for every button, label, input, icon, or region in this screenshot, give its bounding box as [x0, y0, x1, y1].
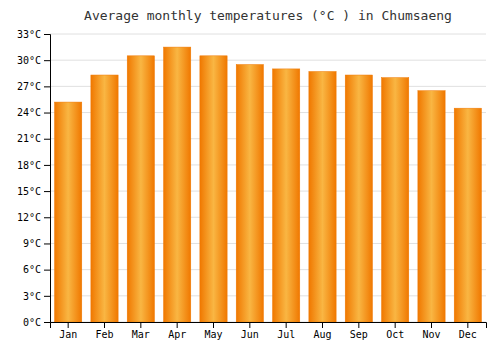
x-tick-mark — [140, 322, 141, 328]
y-tick-label: 9°C — [23, 238, 41, 249]
chart: 0°C 3°C 6°C 9°C 12°C 15°C 18°C 21°C 24°C 27°C 30°C… — [0, 0, 500, 350]
x-tick: Dec — [459, 322, 477, 340]
bar — [273, 69, 300, 322]
y-tick-mark — [44, 34, 50, 35]
y-tick: 24°C — [17, 107, 50, 118]
x-tick-mark — [467, 322, 468, 328]
x-tick: Aug — [313, 322, 331, 340]
x-axis-line — [51, 323, 487, 329]
bar — [91, 75, 118, 322]
y-tick-mark — [44, 113, 50, 114]
grid-line — [50, 60, 486, 61]
x-tick-label: Jun — [241, 329, 259, 340]
x-tick-label: Oct — [386, 329, 404, 340]
y-tick: 15°C — [17, 186, 50, 197]
y-tick: 30°C — [17, 55, 50, 66]
bar — [345, 75, 372, 322]
bar — [200, 56, 227, 322]
y-tick-label: 15°C — [17, 186, 41, 197]
y-tick-mark — [44, 86, 50, 87]
y-tick-label: 27°C — [17, 81, 41, 92]
bar — [164, 47, 191, 322]
y-tick: 6°C — [23, 264, 50, 275]
x-tick-label: Jan — [59, 329, 77, 340]
y-tick: 3°C — [23, 291, 50, 302]
y-axis: 0°C 3°C 6°C 9°C 12°C 15°C 18°C 21°C 24°C 27°C 30°C… — [17, 29, 51, 328]
x-tick: Apr — [168, 322, 186, 340]
x-tick-label: Feb — [95, 329, 113, 340]
x-tick: Jun — [241, 322, 259, 340]
y-tick-mark — [44, 296, 50, 297]
x-tick-mark — [68, 322, 69, 328]
y-tick-label: 3°C — [23, 291, 41, 302]
grid-line — [50, 34, 486, 35]
y-tick-label: 24°C — [17, 107, 41, 118]
x-tick-mark — [431, 322, 432, 328]
y-tick: 27°C — [17, 81, 50, 92]
x-tick-mark — [104, 322, 105, 328]
y-axis-line — [44, 35, 51, 323]
x-tick-mark — [358, 322, 359, 328]
bar — [236, 65, 263, 322]
x-tick: Jan — [59, 322, 77, 340]
y-tick-label: 18°C — [17, 160, 41, 171]
title: Average monthly temperatures (°C ) in Ch… — [84, 8, 452, 23]
y-tick-mark — [44, 191, 50, 192]
x-tick: May — [204, 322, 222, 340]
bars — [55, 47, 482, 322]
x-tick-mark — [177, 322, 178, 328]
bar — [382, 78, 409, 322]
x-tick-label: Jul — [277, 329, 295, 340]
x-axis: Jan Feb Mar Apr May Jun Jul Aug Sep Oct Nov Dec — [51, 322, 487, 340]
y-tick-mark — [44, 243, 50, 244]
y-tick-mark — [44, 217, 50, 218]
x-tick: Feb — [95, 322, 113, 340]
y-tick-mark — [44, 60, 50, 61]
x-tick-label: Dec — [459, 329, 477, 340]
x-tick-mark — [322, 322, 323, 328]
y-tick-label: 30°C — [17, 55, 41, 66]
y-tick: 0°C — [23, 317, 50, 328]
x-tick-label: Mar — [132, 329, 150, 340]
x-tick-label: Apr — [168, 329, 186, 340]
x-tick-label: Sep — [350, 329, 368, 340]
y-tick-label: 0°C — [23, 317, 41, 328]
bar — [418, 91, 445, 322]
y-tick-label: 12°C — [17, 212, 41, 223]
x-tick-mark — [395, 322, 396, 328]
x-tick-mark — [249, 322, 250, 328]
x-tick-label: Aug — [313, 329, 331, 340]
x-tick: Jul — [277, 322, 295, 340]
y-tick: 21°C — [17, 133, 50, 144]
bar — [309, 72, 336, 322]
x-tick-label: Nov — [422, 329, 440, 340]
y-tick-mark — [44, 322, 50, 323]
y-tick-mark — [44, 165, 50, 166]
grid — [50, 34, 486, 322]
y-tick: 9°C — [23, 238, 50, 249]
x-tick: Oct — [386, 322, 404, 340]
y-tick-mark — [44, 270, 50, 271]
x-tick: Mar — [132, 322, 150, 340]
bar — [55, 102, 82, 322]
y-tick-label: 6°C — [23, 264, 41, 275]
x-tick: Sep — [350, 322, 368, 340]
plot: 0°C 3°C 6°C 9°C 12°C 15°C 18°C 21°C 24°C 27°C 30°C… — [17, 29, 487, 340]
y-tick: 12°C — [17, 212, 50, 223]
bar — [127, 56, 154, 322]
x-tick-mark — [286, 322, 287, 328]
y-tick-label: 33°C — [17, 29, 41, 40]
x-tick-label: May — [204, 329, 222, 340]
y-tick: 33°C — [17, 29, 50, 40]
y-tick-label: 21°C — [17, 133, 41, 144]
x-tick: Nov — [422, 322, 440, 340]
bar — [454, 108, 481, 322]
y-tick-mark — [44, 139, 50, 140]
y-tick: 18°C — [17, 160, 50, 171]
x-tick-mark — [213, 322, 214, 328]
